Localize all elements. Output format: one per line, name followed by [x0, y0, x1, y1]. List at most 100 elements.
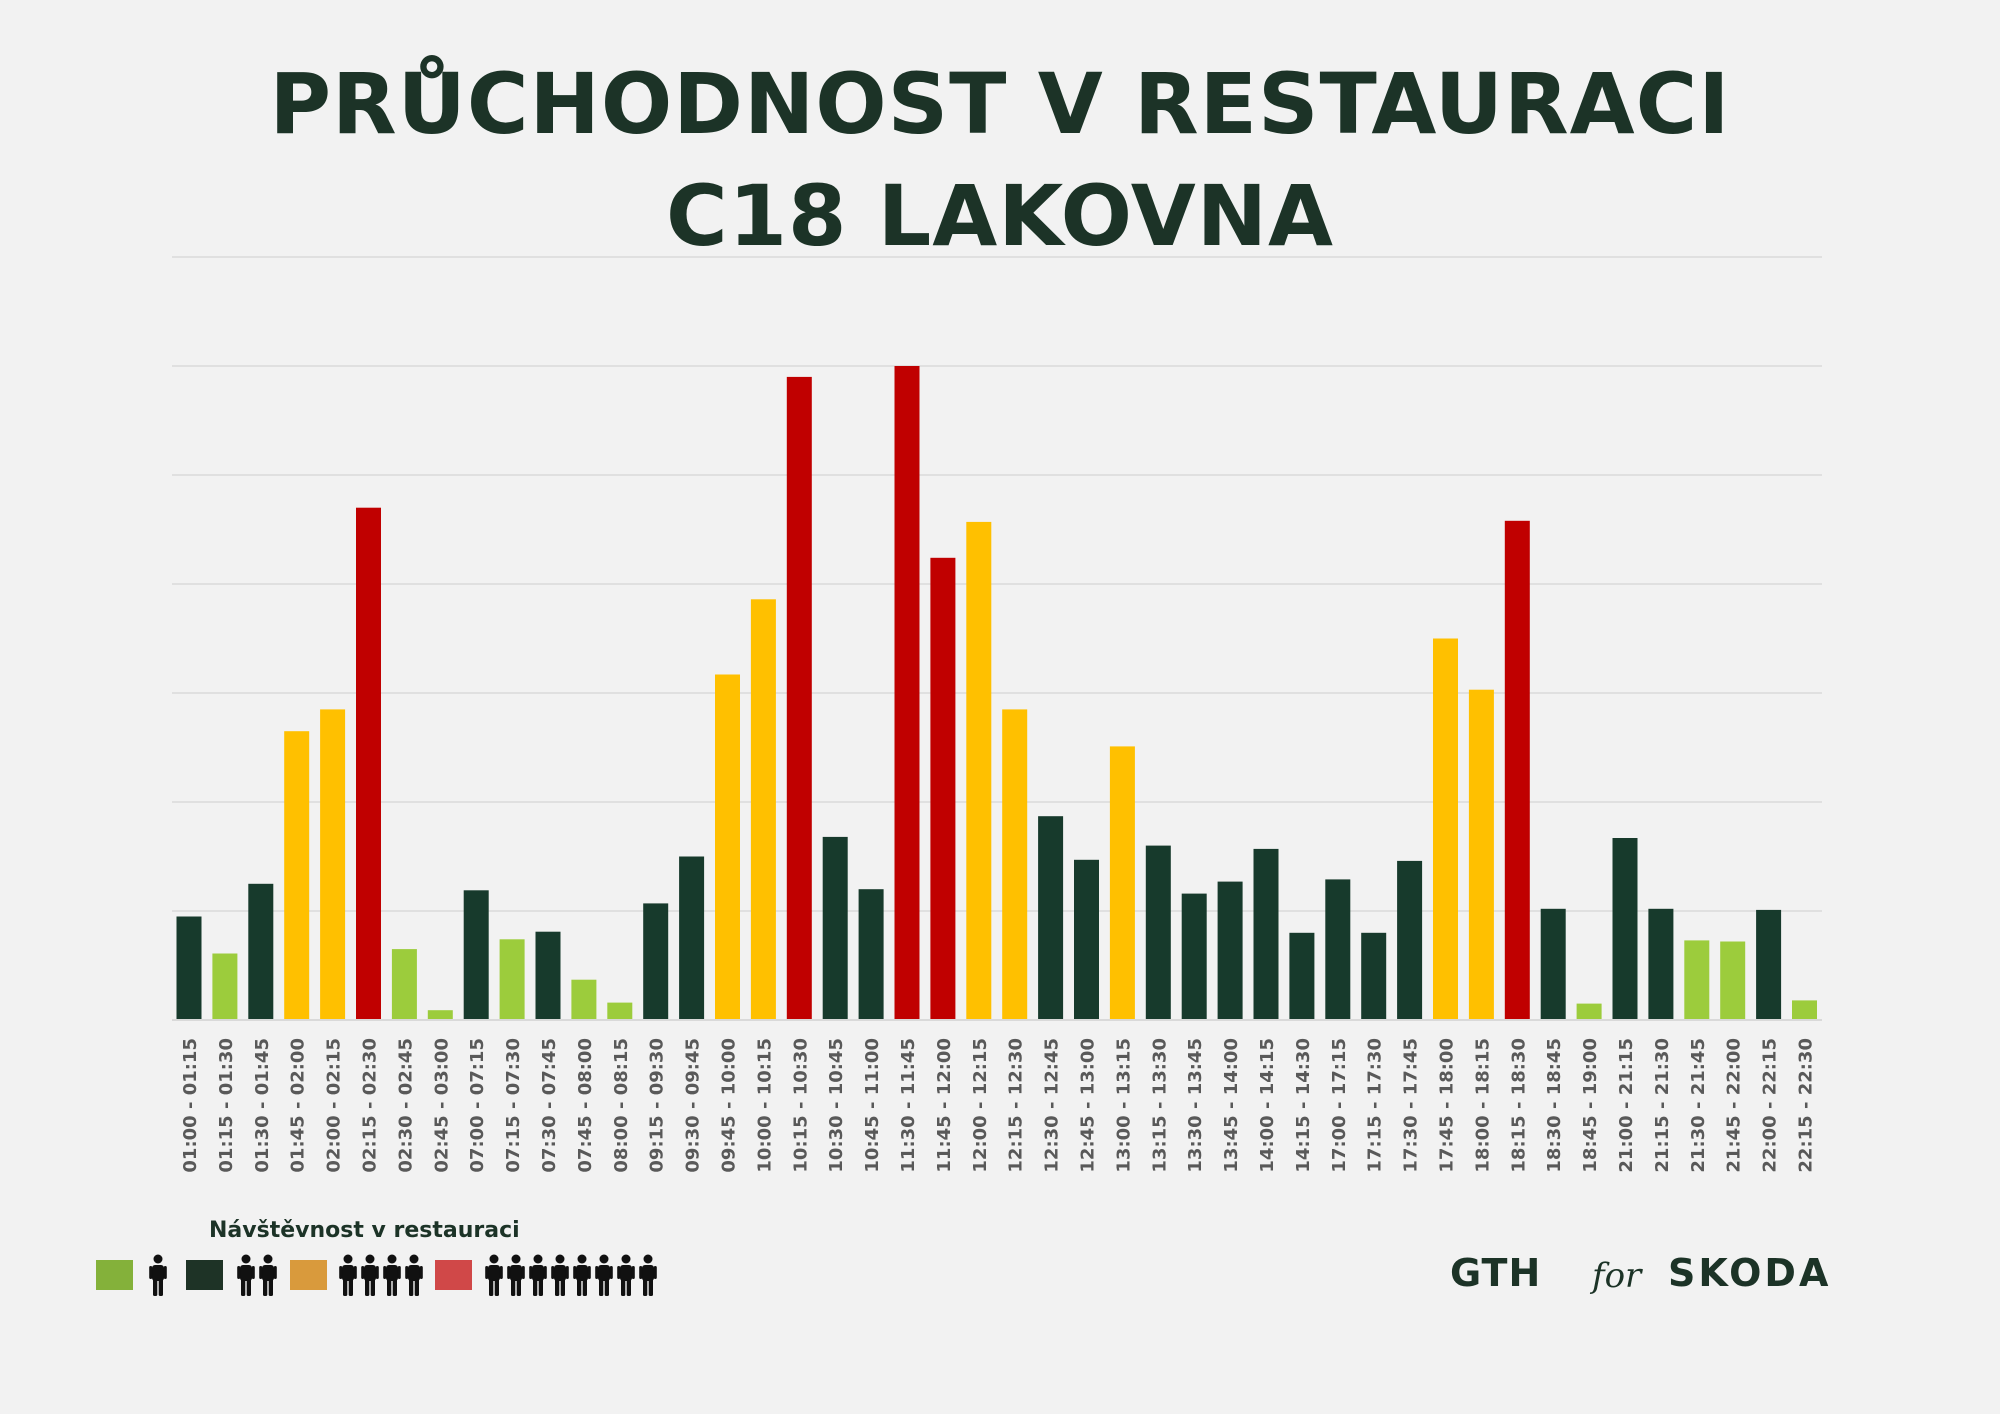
bar: [1612, 838, 1638, 1020]
legend-swatch-light-green: [96, 1260, 133, 1290]
bar: [1109, 746, 1135, 1020]
bar: [535, 931, 561, 1020]
chart-title: PRŮCHODNOST V RESTAURACI C18 LAKOVNA: [0, 48, 2000, 272]
bar: [356, 507, 381, 1020]
x-tick-label: 10:30 - 10:45: [826, 1038, 847, 1173]
person-icon: [404, 1254, 424, 1296]
bar: [858, 889, 884, 1020]
bar: [1468, 689, 1494, 1020]
x-tick-label: 12:45 - 13:00: [1078, 1038, 1099, 1173]
bar: [1792, 1000, 1817, 1020]
x-tick-label: 18:15 - 18:30: [1508, 1038, 1529, 1173]
legend-swatch-red: [435, 1260, 472, 1290]
x-tick-label: 13:15 - 13:30: [1149, 1038, 1170, 1173]
x-tick-label: 02:45 - 03:00: [431, 1038, 452, 1173]
x-tick-label: 12:00 - 12:15: [970, 1038, 991, 1173]
x-tick-label: 09:45 - 10:00: [719, 1038, 740, 1173]
x-tick-label: 21:15 - 21:30: [1652, 1038, 1673, 1173]
bar: [391, 949, 417, 1020]
bar: [1397, 860, 1423, 1020]
x-tick-label: 07:00 - 07:15: [467, 1038, 488, 1173]
bar: [1756, 909, 1782, 1020]
bar: [1576, 1003, 1602, 1020]
bar: [1325, 879, 1351, 1020]
person-icon: [338, 1254, 358, 1296]
bar: [571, 979, 597, 1020]
x-tick-label: 18:45 - 19:00: [1580, 1038, 1601, 1173]
bar: [1648, 908, 1674, 1020]
bar: [463, 890, 489, 1020]
x-tick-label: 13:00 - 13:15: [1113, 1038, 1134, 1173]
person-icon: [572, 1254, 592, 1296]
x-tick-label: 21:30 - 21:45: [1688, 1038, 1709, 1173]
x-tick-label: 17:45 - 18:00: [1437, 1038, 1458, 1173]
x-tick-label: 18:00 - 18:15: [1472, 1038, 1493, 1173]
bar: [1289, 932, 1315, 1020]
bar: [1504, 520, 1530, 1020]
x-tick-label: 12:30 - 12:45: [1042, 1038, 1063, 1173]
bar: [966, 521, 992, 1020]
x-tick-label: 02:15 - 02:30: [360, 1038, 381, 1173]
bar: [643, 903, 669, 1020]
x-tick-label: 18:30 - 18:45: [1544, 1038, 1565, 1173]
person-icon: [528, 1254, 548, 1296]
person-icon: [382, 1254, 402, 1296]
legend-people-2: [236, 1254, 278, 1296]
x-tick-label: 11:30 - 11:45: [898, 1038, 919, 1173]
x-tick-label: 02:30 - 02:45: [395, 1038, 416, 1173]
x-tick-label: 17:00 - 17:15: [1329, 1038, 1350, 1173]
x-tick-label: 14:00 - 14:15: [1257, 1038, 1278, 1173]
bar: [1540, 908, 1566, 1020]
person-icon: [616, 1254, 636, 1296]
bar: [1002, 709, 1028, 1020]
x-tick-label: 09:15 - 09:30: [647, 1038, 668, 1173]
x-tick-label: 14:15 - 14:30: [1293, 1038, 1314, 1173]
x-tick-labels: 01:00 - 01:15 01:15 - 01:30 01:30 - 01:45 0…: [180, 1038, 1817, 1173]
x-tick-label: 21:00 - 21:15: [1616, 1038, 1637, 1173]
bar: [1684, 940, 1710, 1020]
bar: [176, 916, 202, 1020]
person-icon: [506, 1254, 526, 1296]
x-tick-label: 07:15 - 07:30: [503, 1038, 524, 1173]
person-icon: [258, 1254, 278, 1296]
x-tick-label: 12:15 - 12:30: [1006, 1038, 1027, 1173]
bar: [786, 376, 812, 1020]
bar: [1145, 845, 1171, 1020]
bar: [930, 557, 956, 1020]
legend-swatch-dark: [186, 1260, 223, 1290]
bar: [320, 709, 346, 1020]
bar: [1720, 941, 1746, 1020]
x-tick-label: 07:30 - 07:45: [539, 1038, 560, 1173]
x-tick-label: 01:30 - 01:45: [252, 1038, 273, 1173]
brand-for-text: for: [1592, 1256, 1642, 1296]
x-tick-label: 07:45 - 08:00: [575, 1038, 596, 1173]
x-tick-label: 10:45 - 11:00: [862, 1038, 883, 1173]
bar: [1181, 893, 1207, 1020]
x-tick-label: 01:00 - 01:15: [180, 1038, 201, 1173]
x-tick-label: 21:45 - 22:00: [1724, 1038, 1745, 1173]
legend-people-1: [148, 1254, 168, 1296]
grid-lines: [172, 256, 1822, 912]
bar: [1074, 859, 1099, 1020]
x-tick-label: 01:45 - 02:00: [288, 1038, 309, 1173]
x-tick-label: 17:15 - 17:30: [1365, 1038, 1386, 1173]
x-tick-label: 09:30 - 09:45: [683, 1038, 704, 1173]
bar: [1433, 638, 1458, 1020]
x-tick-label: 08:00 - 08:15: [611, 1038, 632, 1173]
bar: [679, 856, 705, 1020]
bar: [284, 731, 310, 1020]
person-icon: [550, 1254, 570, 1296]
skoda-logo: SKODA: [1668, 1251, 1832, 1295]
bar: [750, 599, 776, 1020]
bar: [1361, 932, 1387, 1020]
bar: [822, 836, 848, 1020]
x-tick-label: 10:00 - 10:15: [754, 1038, 775, 1173]
person-icon: [236, 1254, 256, 1296]
legend-people-4: [338, 1254, 424, 1296]
bar: [499, 939, 525, 1020]
gth-logo: GTH: [1450, 1251, 1542, 1295]
x-tick-label: 17:30 - 17:45: [1401, 1038, 1422, 1173]
bar: [607, 1002, 633, 1020]
legend-swatch-orange: [290, 1260, 327, 1290]
